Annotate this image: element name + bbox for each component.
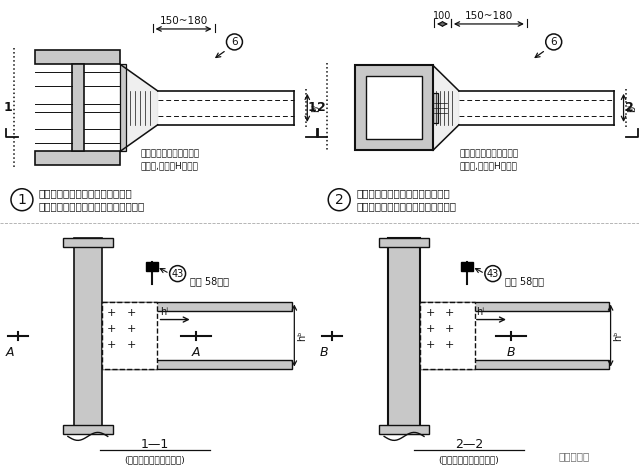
- Text: +: +: [426, 307, 435, 318]
- Text: 水平加劲股的工字形截面柱的刚性连接: 水平加劲股的工字形截面柱的刚性连接: [39, 201, 145, 211]
- Bar: [63, 238, 113, 246]
- Text: 150~180: 150~180: [159, 16, 208, 26]
- Text: +: +: [445, 339, 454, 350]
- Text: 2—2: 2—2: [455, 438, 483, 451]
- Text: hᵇ: hᵇ: [614, 330, 623, 341]
- Text: B: B: [506, 345, 515, 359]
- Text: 43: 43: [172, 269, 184, 279]
- Bar: [433, 93, 438, 123]
- Bar: [355, 66, 433, 150]
- Text: hᵇ: hᵇ: [298, 330, 307, 341]
- Text: hⁱ: hⁱ: [159, 306, 168, 317]
- Text: 6: 6: [231, 37, 238, 47]
- Bar: [74, 238, 102, 434]
- Text: +: +: [445, 307, 454, 318]
- Polygon shape: [433, 66, 459, 150]
- Text: 钐结构设计: 钐结构设计: [559, 452, 590, 461]
- Text: A: A: [191, 345, 200, 359]
- Bar: [102, 360, 292, 370]
- Text: (腐板用高强度螺栓连接): (腐板用高强度螺栓连接): [124, 455, 185, 464]
- Text: +: +: [107, 324, 116, 333]
- Text: (腐板用高强度螺栓连接): (腐板用高强度螺栓连接): [438, 455, 499, 464]
- Bar: [420, 302, 475, 370]
- Bar: [63, 425, 113, 434]
- Text: 橔形板,宜用于H型钙梁: 橔形板,宜用于H型钙梁: [141, 162, 198, 171]
- Text: 1: 1: [17, 193, 26, 207]
- Text: +: +: [107, 339, 116, 350]
- Text: 1—1: 1—1: [141, 438, 169, 451]
- Text: +: +: [127, 324, 136, 333]
- Text: bⁱ: bⁱ: [311, 104, 321, 112]
- Text: 按条 58选用: 按条 58选用: [189, 277, 228, 286]
- Text: 43: 43: [487, 269, 499, 279]
- Text: 按条 58选用: 按条 58选用: [505, 277, 544, 286]
- Text: 100: 100: [433, 11, 452, 21]
- Text: +: +: [445, 324, 454, 333]
- Bar: [420, 360, 609, 370]
- Text: A: A: [6, 345, 14, 359]
- Text: +: +: [107, 307, 116, 318]
- Text: 6: 6: [550, 37, 557, 47]
- Text: bⁱ: bⁱ: [628, 104, 637, 112]
- Bar: [388, 238, 420, 434]
- Text: B: B: [320, 345, 328, 359]
- Text: 1: 1: [308, 101, 317, 114]
- Polygon shape: [461, 262, 473, 271]
- Text: +: +: [426, 324, 435, 333]
- Text: +: +: [426, 339, 435, 350]
- Text: 橔形板,宜用于H型钙梁: 橔形板,宜用于H型钙梁: [460, 162, 518, 171]
- Bar: [72, 65, 84, 151]
- Bar: [35, 50, 120, 65]
- Text: 1: 1: [4, 101, 12, 114]
- Text: hⁱ: hⁱ: [476, 306, 484, 317]
- Text: 150~180: 150~180: [465, 11, 513, 21]
- Text: 用橔形板加強框架梁与设有贯通式: 用橔形板加強框架梁与设有贯通式: [39, 188, 132, 198]
- Bar: [35, 151, 120, 165]
- Text: 在梁端上下翼缘板上加燊: 在梁端上下翼缘板上加燊: [460, 150, 518, 159]
- Polygon shape: [120, 65, 157, 151]
- Bar: [366, 76, 422, 140]
- Text: 2: 2: [625, 101, 634, 114]
- Text: 水平加劲股的笱形截面柱的刚性连接: 水平加劲股的笱形截面柱的刚性连接: [356, 201, 456, 211]
- Text: 2: 2: [335, 193, 344, 207]
- Text: 用橔形板加強框架梁与设有贯通式: 用橔形板加強框架梁与设有贯通式: [356, 188, 450, 198]
- Bar: [379, 425, 429, 434]
- Text: 在梁端上下翼缘板上加燊: 在梁端上下翼缘板上加燊: [140, 150, 199, 159]
- Text: 2: 2: [317, 101, 326, 114]
- Text: +: +: [127, 339, 136, 350]
- Bar: [102, 302, 157, 370]
- Bar: [420, 302, 609, 311]
- Bar: [379, 238, 429, 246]
- Text: +: +: [127, 307, 136, 318]
- Polygon shape: [146, 262, 157, 271]
- Bar: [102, 302, 292, 311]
- Bar: [120, 65, 126, 151]
